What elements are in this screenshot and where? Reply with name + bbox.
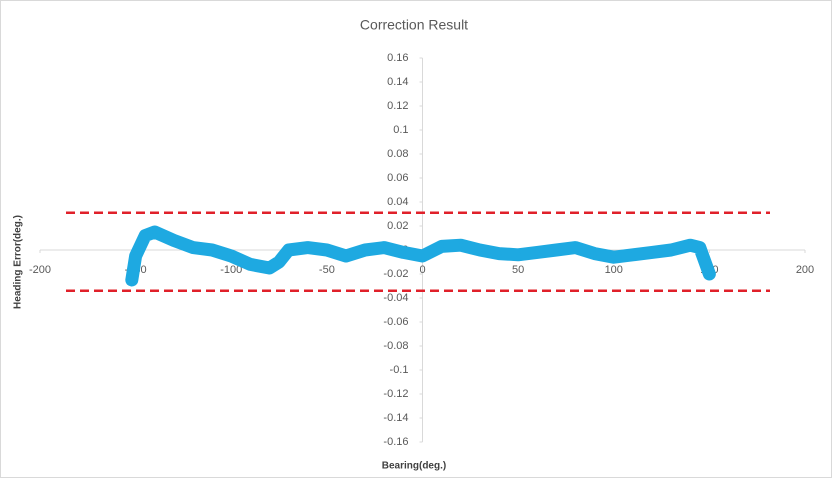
data-point <box>697 245 703 251</box>
y-tick-label: -0.14 <box>383 412 408 424</box>
y-tick-label: 0.06 <box>387 172 408 184</box>
y-tick-label: -0.06 <box>383 316 408 328</box>
y-tick-label: 0.04 <box>387 196 408 208</box>
data-point <box>553 247 559 253</box>
x-tick-label: 100 <box>605 264 623 276</box>
data-point <box>343 253 349 259</box>
data-point <box>592 251 598 257</box>
data-point <box>649 249 655 255</box>
data-point <box>515 252 521 258</box>
data-point <box>477 247 483 253</box>
data-point <box>573 245 578 251</box>
y-tick-label: -0.08 <box>383 340 408 352</box>
y-tick-label: -0.04 <box>383 292 408 304</box>
data-point <box>305 245 311 251</box>
y-tick-label: 0.08 <box>387 148 408 160</box>
data-point <box>534 249 540 255</box>
data-point <box>324 247 330 253</box>
data-point <box>190 245 196 251</box>
x-tick-label: -100 <box>220 264 242 276</box>
data-point <box>496 251 502 257</box>
y-axis-title: Heading Error(deg.) <box>13 215 24 309</box>
data-point <box>142 233 148 239</box>
data-point <box>687 242 693 248</box>
data-point <box>439 243 445 249</box>
x-axis-title: Bearing(deg.) <box>382 461 446 472</box>
y-tick-label: 0.1 <box>393 124 408 136</box>
y-tick-label: 0.14 <box>387 76 408 88</box>
data-point <box>286 247 292 253</box>
data-point <box>706 271 712 277</box>
chart-title: Correction Result <box>360 17 468 33</box>
y-tick-label: -0.1 <box>390 364 409 376</box>
y-tick-label: 0.16 <box>387 52 408 64</box>
data-point <box>133 253 139 259</box>
data-point <box>362 247 368 253</box>
data-point <box>611 254 617 260</box>
x-tick-label: -50 <box>319 264 335 276</box>
y-tick-label: -0.12 <box>383 388 408 400</box>
y-tick-label: 0.02 <box>387 220 408 232</box>
data-point <box>129 277 135 283</box>
x-tick-label: -200 <box>29 264 51 276</box>
data-point <box>152 229 158 235</box>
data-point <box>171 237 177 243</box>
data-point <box>630 252 636 258</box>
data-point <box>381 245 387 251</box>
data-point <box>209 247 215 253</box>
data-point <box>247 261 253 267</box>
data-point <box>276 259 282 265</box>
data-point <box>420 253 425 259</box>
y-tick-label: -0.02 <box>383 268 408 280</box>
data-point <box>458 242 464 248</box>
x-tick-label: 50 <box>512 264 524 276</box>
data-point <box>267 265 272 271</box>
y-tick-label: -0.16 <box>383 436 408 448</box>
y-tick-label: 0.12 <box>387 100 408 112</box>
data-point <box>400 249 406 255</box>
x-tick-label: 200 <box>796 264 814 276</box>
data-point <box>668 247 674 253</box>
x-tick-label: 0 <box>419 264 425 276</box>
data-point <box>228 253 234 259</box>
